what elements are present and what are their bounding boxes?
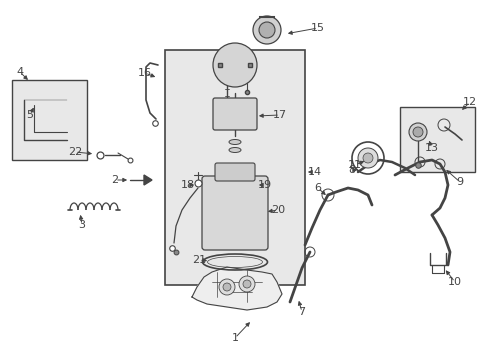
Circle shape — [223, 283, 230, 291]
Text: 7: 7 — [298, 307, 305, 317]
Text: 22: 22 — [68, 147, 82, 157]
FancyBboxPatch shape — [202, 176, 267, 250]
Polygon shape — [143, 175, 152, 185]
Circle shape — [240, 177, 256, 193]
Ellipse shape — [228, 148, 241, 153]
Text: 1: 1 — [231, 333, 238, 343]
Text: 15: 15 — [310, 23, 325, 33]
Text: 6: 6 — [314, 183, 321, 193]
FancyBboxPatch shape — [213, 98, 257, 130]
Text: 8: 8 — [348, 165, 355, 175]
Circle shape — [213, 43, 257, 87]
Text: 13: 13 — [424, 143, 438, 153]
Bar — [399, 107, 474, 172]
Circle shape — [362, 153, 372, 163]
Text: 12: 12 — [462, 97, 476, 107]
Bar — [164, 50, 305, 285]
Circle shape — [219, 279, 235, 295]
Text: 5: 5 — [26, 110, 34, 120]
Polygon shape — [192, 267, 282, 310]
FancyBboxPatch shape — [215, 163, 254, 181]
Circle shape — [408, 123, 426, 141]
Ellipse shape — [228, 140, 241, 144]
Text: 21: 21 — [192, 255, 205, 265]
Text: 14: 14 — [307, 167, 322, 177]
Text: 18: 18 — [181, 180, 195, 190]
Text: 19: 19 — [257, 180, 271, 190]
Text: 2: 2 — [111, 175, 118, 185]
Bar — [12, 80, 87, 160]
Text: 10: 10 — [447, 277, 461, 287]
Text: 4: 4 — [17, 67, 23, 77]
Text: 9: 9 — [455, 177, 463, 187]
Text: 17: 17 — [272, 110, 286, 120]
Circle shape — [252, 16, 281, 44]
Text: 3: 3 — [79, 220, 85, 230]
Circle shape — [357, 148, 377, 168]
Circle shape — [259, 22, 274, 38]
Text: 16: 16 — [138, 68, 152, 78]
Circle shape — [243, 280, 250, 288]
Circle shape — [412, 127, 422, 137]
Text: 11: 11 — [347, 160, 361, 170]
Text: 20: 20 — [270, 205, 285, 215]
Circle shape — [239, 276, 254, 292]
